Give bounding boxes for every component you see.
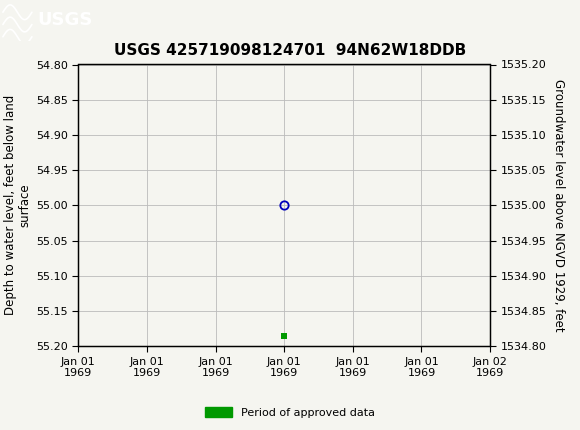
Y-axis label: Groundwater level above NGVD 1929, feet: Groundwater level above NGVD 1929, feet xyxy=(552,79,565,332)
Text: USGS: USGS xyxy=(38,12,93,29)
Legend: Period of approved data: Period of approved data xyxy=(200,403,380,422)
Y-axis label: Depth to water level, feet below land
surface: Depth to water level, feet below land su… xyxy=(4,95,32,316)
Text: USGS 425719098124701  94N62W18DDB: USGS 425719098124701 94N62W18DDB xyxy=(114,43,466,58)
